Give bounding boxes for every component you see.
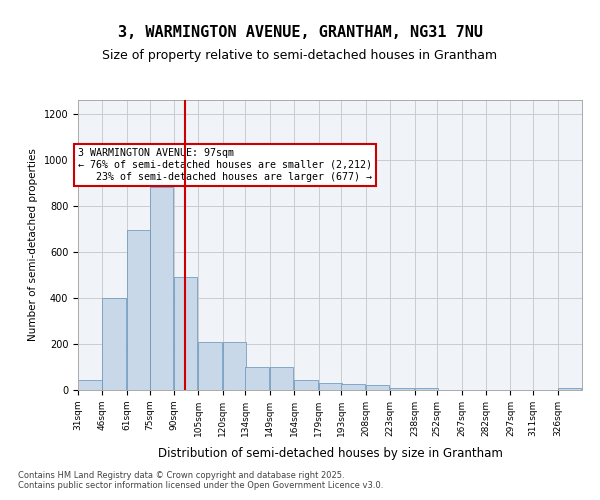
- Bar: [245, 367, 269, 390]
- Bar: [415, 388, 438, 390]
- Bar: [270, 367, 293, 390]
- Bar: [78, 380, 101, 390]
- Y-axis label: Number of semi-detached properties: Number of semi-detached properties: [28, 148, 38, 342]
- Bar: [341, 384, 365, 390]
- Bar: [366, 386, 389, 390]
- X-axis label: Distribution of semi-detached houses by size in Grantham: Distribution of semi-detached houses by …: [158, 447, 502, 460]
- Bar: [294, 380, 318, 390]
- Text: 3 WARMINGTON AVENUE: 97sqm
← 76% of semi-detached houses are smaller (2,212)
   : 3 WARMINGTON AVENUE: 97sqm ← 76% of semi…: [78, 148, 372, 182]
- Bar: [557, 388, 581, 390]
- Bar: [149, 188, 173, 390]
- Bar: [223, 342, 246, 390]
- Bar: [103, 298, 126, 390]
- Bar: [390, 388, 414, 390]
- Bar: [199, 342, 222, 390]
- Text: Contains HM Land Registry data © Crown copyright and database right 2025.
Contai: Contains HM Land Registry data © Crown c…: [18, 470, 383, 490]
- Bar: [319, 383, 342, 390]
- Bar: [174, 277, 197, 390]
- Text: 3, WARMINGTON AVENUE, GRANTHAM, NG31 7NU: 3, WARMINGTON AVENUE, GRANTHAM, NG31 7NU: [118, 25, 482, 40]
- Text: Size of property relative to semi-detached houses in Grantham: Size of property relative to semi-detach…: [103, 50, 497, 62]
- Bar: [127, 230, 151, 390]
